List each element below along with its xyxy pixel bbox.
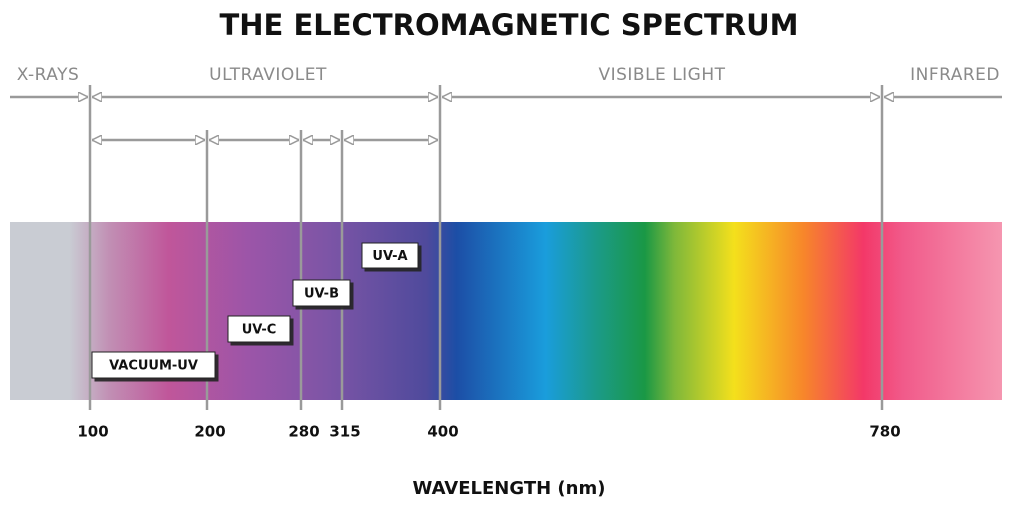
- axis-label: WAVELENGTH (nm): [413, 478, 606, 499]
- wavelength-label: 315: [329, 423, 360, 441]
- wavelength-label: 280: [288, 423, 319, 441]
- region-label: VISIBLE LIGHT: [598, 65, 725, 85]
- band-box: [227, 315, 291, 343]
- band-label: UV-B: [304, 287, 339, 302]
- band-box: [361, 242, 419, 269]
- title: THE ELECTROMAGNETIC SPECTRUM: [220, 8, 799, 42]
- band-label: UV-A: [372, 249, 407, 264]
- wavelength-label: 780: [869, 423, 900, 441]
- band-box: [91, 351, 216, 379]
- region-label: INFRARED: [910, 65, 1000, 85]
- wavelength-label: 100: [77, 423, 108, 441]
- band-label: VACUUM-UV: [109, 359, 198, 374]
- wavelength-label: 200: [194, 423, 225, 441]
- region-label: X-RAYS: [17, 65, 80, 85]
- wavelength-label: 400: [427, 423, 458, 441]
- region-label: ULTRAVIOLET: [209, 65, 327, 85]
- band-label: UV-C: [242, 323, 277, 338]
- band-box: [292, 279, 351, 307]
